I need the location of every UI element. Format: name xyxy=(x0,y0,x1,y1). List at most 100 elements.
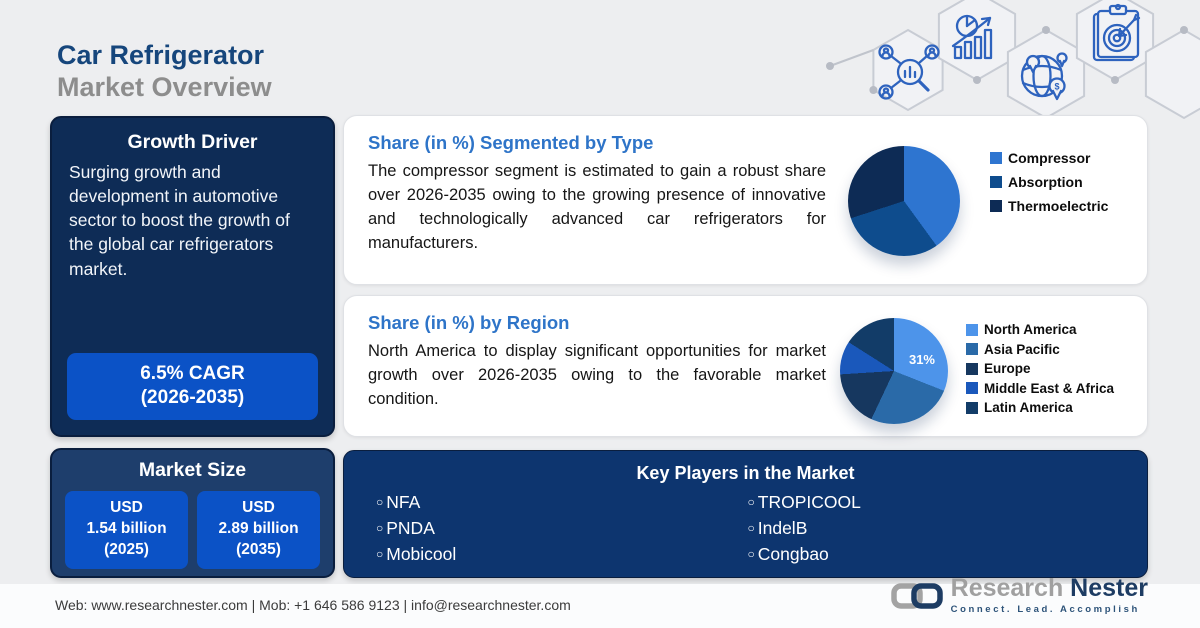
cagr-badge: 6.5% CAGR (2026-2035) xyxy=(67,352,318,420)
key-player-item: ○ TROPICOOL xyxy=(748,492,1148,513)
legend-label: Latin America xyxy=(984,400,1073,415)
right-column: Share (in %) Segmented by Type The compr… xyxy=(343,115,1148,578)
key-players-grid: ○ NFA ○ PNDA ○ Mobicool ○ TROPICOOL ○ IndelB ○ Con… xyxy=(344,492,1147,570)
region-share-card: Share (in %) by Region North America to … xyxy=(343,295,1148,437)
type-chart-area: Compressor Absorption Thermoelectric xyxy=(826,130,1129,256)
region-card-body: North America to display significant opp… xyxy=(368,342,826,408)
legend-item: Thermoelectric xyxy=(990,198,1108,214)
cagr-value: 6.5% CAGR xyxy=(140,362,245,384)
circle-bullet-icon: ○ xyxy=(747,546,755,561)
circle-bullet-icon: ○ xyxy=(376,546,384,561)
type-pie-chart xyxy=(848,146,960,256)
legend-label: Middle East & Africa xyxy=(984,380,1115,396)
growth-driver-panel: Growth Driver Surging growth and develop… xyxy=(50,116,335,437)
region-pie-chart xyxy=(840,318,948,424)
legend-swatch-icon xyxy=(966,323,978,336)
legend-item: Latin America xyxy=(966,400,1114,415)
key-player-name: IndelB xyxy=(757,518,808,538)
analytics-chart-icon xyxy=(951,14,993,60)
key-players-panel: Key Players in the Market ○ NFA ○ PNDA ○ Mobi… xyxy=(343,450,1148,578)
amount-value: 1.54 billion xyxy=(86,519,167,537)
type-pie-legend: Compressor Absorption Thermoelectric xyxy=(990,150,1108,222)
key-player-item: ○ IndelB xyxy=(748,518,1148,539)
legend-item: Asia Pacific xyxy=(966,342,1114,357)
key-player-name: NFA xyxy=(386,492,421,512)
key-player-name: TROPICOOL xyxy=(757,492,861,512)
type-card-text-block: Share (in %) Segmented by Type The compr… xyxy=(368,130,826,256)
year-label: (2035) xyxy=(236,540,281,558)
hexagon-decoration: $ xyxy=(826,0,1200,120)
region-card-text-block: Share (in %) by Region North America to … xyxy=(368,310,826,412)
region-chart-area: 31% North America Asia Pacific Europe Middl… xyxy=(826,310,1129,424)
key-players-heading: Key Players in the Market xyxy=(636,463,855,483)
legend-item: Absorption xyxy=(990,174,1108,190)
logo-text: Research Nester Connect. Lead. Accomplis… xyxy=(950,576,1148,616)
global-market-icon: $ xyxy=(1020,52,1068,101)
brand-research: Research xyxy=(950,574,1064,602)
region-pie-wrap: 31% xyxy=(840,318,948,424)
legend-label: Europe xyxy=(984,361,1031,376)
legend-item: North America xyxy=(966,322,1114,337)
cagr-period: (2026-2035) xyxy=(140,387,245,409)
footer: Web: www.researchnester.com | Mob: +1 64… xyxy=(0,576,1200,628)
amount-value: 2.89 billion xyxy=(218,519,299,537)
type-share-card: Share (in %) Segmented by Type The compr… xyxy=(343,115,1148,285)
legend-label: North America xyxy=(984,322,1077,337)
region-pie-legend: North America Asia Pacific Europe Middle Ea… xyxy=(966,322,1114,420)
type-card-body: The compressor segment is estimated to g… xyxy=(368,162,826,252)
market-size-panel: Market Size USD 1.54 billion (2025) USD … xyxy=(50,448,335,578)
key-player-item: ○ NFA xyxy=(376,492,746,513)
key-players-column-2: ○ TROPICOOL ○ IndelB ○ Congbao xyxy=(746,492,1148,570)
key-player-name: Congbao xyxy=(757,544,829,564)
key-player-name: PNDA xyxy=(386,518,435,538)
circle-bullet-icon: ○ xyxy=(376,494,384,509)
legend-item: Europe xyxy=(966,361,1114,376)
key-player-item: ○ Congbao xyxy=(748,544,1148,565)
page-title: Car Refrigerator Market Overview xyxy=(57,40,272,104)
brand-tagline: Connect. Lead. Accomplish xyxy=(950,604,1140,615)
key-player-item: ○ PNDA xyxy=(376,518,746,539)
page-title-line1: Car Refrigerator xyxy=(57,40,265,70)
brand-nester: Nester xyxy=(1070,574,1148,602)
region-pie-data-label: 31% xyxy=(908,352,935,367)
research-nester-logo: Research Nester Connect. Lead. Accomplis… xyxy=(890,576,1148,616)
key-player-name: Mobicool xyxy=(386,544,457,564)
legend-label: Asia Pacific xyxy=(984,341,1060,357)
growth-driver-text: Surging growth and development in automo… xyxy=(69,162,290,279)
circle-bullet-icon: ○ xyxy=(376,520,384,535)
legend-swatch-icon xyxy=(966,382,978,394)
legend-label: Thermoelectric xyxy=(1008,198,1109,214)
legend-swatch-icon xyxy=(966,343,978,355)
market-size-values: USD 1.54 billion (2025) USD 2.89 billion… xyxy=(52,491,333,569)
brand-name: Research Nester xyxy=(951,576,1148,601)
currency-label: USD xyxy=(242,499,275,516)
legend-swatch-icon xyxy=(966,401,978,414)
svg-text:$: $ xyxy=(1054,82,1059,92)
market-size-2035-badge: USD 2.89 billion (2035) xyxy=(197,491,320,569)
legend-item: Compressor xyxy=(990,150,1108,166)
legend-swatch-icon xyxy=(966,362,978,375)
legend-swatch-icon xyxy=(990,152,1002,164)
circle-bullet-icon: ○ xyxy=(747,520,755,535)
page-title-line2: Market Overview xyxy=(57,71,272,102)
growth-driver-heading: Growth Driver xyxy=(127,131,258,153)
market-size-heading: Market Size xyxy=(138,459,247,481)
legend-label: Absorption xyxy=(1008,174,1083,190)
key-players-column-1: ○ NFA ○ PNDA ○ Mobicool xyxy=(344,492,746,570)
market-size-2025-badge: USD 1.54 billion (2025) xyxy=(65,491,188,569)
region-card-heading: Share (in %) by Region xyxy=(368,312,570,333)
footer-contact: Web: www.researchnester.com | Mob: +1 64… xyxy=(55,597,571,613)
legend-item: Middle East & Africa xyxy=(966,381,1114,396)
circle-bullet-icon: ○ xyxy=(747,494,755,509)
left-column: Growth Driver Surging growth and develop… xyxy=(50,116,335,578)
chain-links-icon xyxy=(890,582,943,609)
type-card-heading: Share (in %) Segmented by Type xyxy=(368,132,654,153)
clipboard-target-icon xyxy=(1092,3,1141,62)
legend-label: Compressor xyxy=(1008,150,1091,166)
market-research-icon xyxy=(878,44,940,100)
legend-swatch-icon xyxy=(990,200,1002,212)
key-player-item: ○ Mobicool xyxy=(376,544,746,565)
legend-swatch-icon xyxy=(990,176,1002,188)
currency-label: USD xyxy=(110,499,143,516)
